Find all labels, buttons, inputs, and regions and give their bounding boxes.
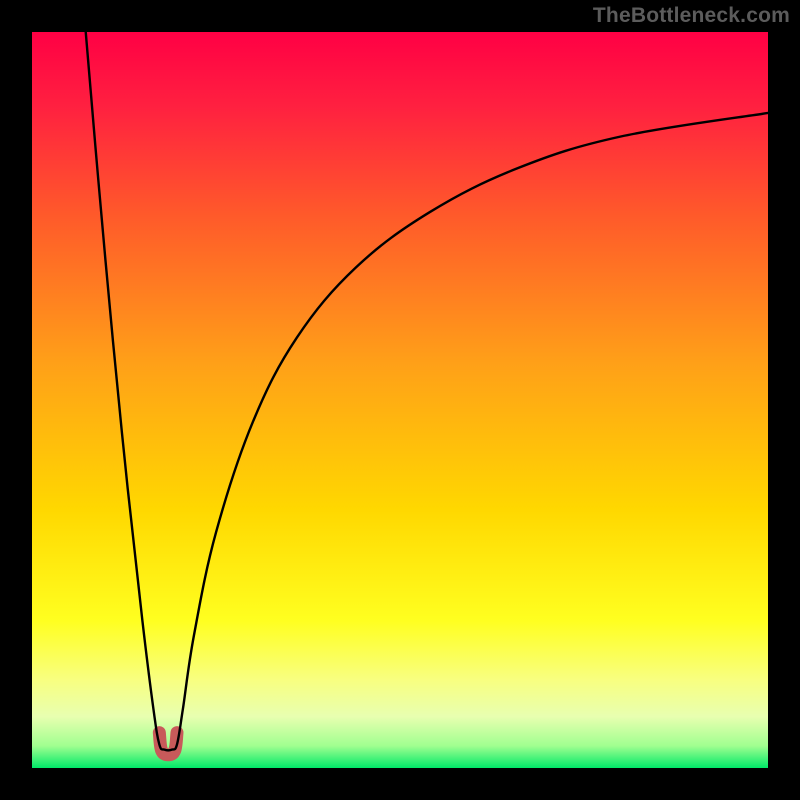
bottleneck-chart-svg: [0, 0, 800, 800]
watermark-text: TheBottleneck.com: [593, 4, 790, 28]
figure: TheBottleneck.com: [0, 0, 800, 800]
plot-gradient-background: [32, 32, 768, 768]
